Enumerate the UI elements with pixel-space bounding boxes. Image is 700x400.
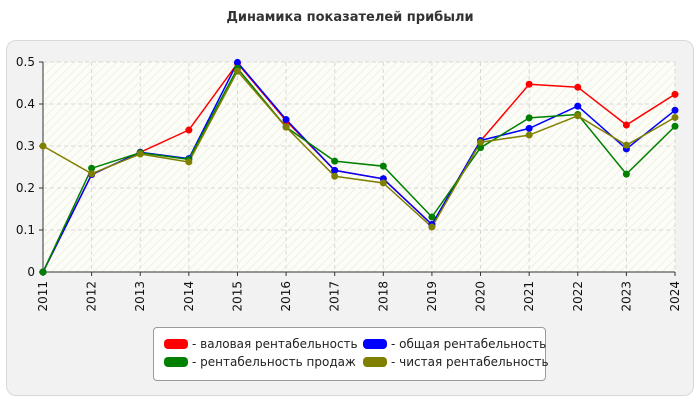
- data-point-3-12: [622, 141, 630, 149]
- data-point-3-8: [428, 223, 436, 231]
- data-point-2-0: [39, 268, 47, 276]
- x-tick-label: 2014: [182, 281, 196, 312]
- chart-legend: - валовая рентабельность - общая рентабе…: [153, 327, 549, 381]
- x-tick-label: 2012: [85, 281, 99, 312]
- data-point-3-10: [525, 131, 533, 139]
- y-tick-label: 0.4: [16, 97, 35, 111]
- data-point-2-1: [88, 164, 96, 172]
- data-point-2-7: [379, 162, 387, 170]
- y-tick-label: 0.5: [16, 55, 35, 69]
- x-tick-label: 2024: [668, 281, 682, 312]
- legend-label: - общая рентабельность: [391, 337, 547, 351]
- data-point-2-9: [477, 144, 485, 152]
- data-point-3-13: [671, 113, 679, 121]
- x-tick-label: 2011: [36, 281, 50, 312]
- legend-item-gross-margin: - валовая рентабельность: [164, 335, 358, 353]
- y-tick-label: 0.2: [16, 181, 35, 195]
- x-tick-label: 2019: [425, 281, 439, 312]
- y-tick-label: 0: [27, 265, 35, 279]
- chart-title: Динамика показателей прибыли: [226, 10, 474, 25]
- data-point-0-10: [525, 80, 533, 88]
- x-tick-label: 2013: [133, 281, 147, 312]
- data-point-3-6: [331, 172, 339, 180]
- data-point-2-12: [622, 170, 630, 178]
- data-point-1-6: [331, 166, 339, 174]
- data-point-3-1: [88, 170, 96, 178]
- x-tick-label: 2015: [230, 281, 244, 312]
- legend-swatch-olive: [363, 357, 387, 367]
- data-point-1-5: [282, 116, 290, 124]
- legend-label: - валовая рентабельность: [192, 337, 358, 351]
- legend-item-total-margin: - общая рентабельность: [363, 335, 546, 353]
- legend-label: - рентабельность продаж: [192, 355, 356, 369]
- legend-label: - чистая рентабельность: [391, 355, 549, 369]
- x-tick-label: 2023: [619, 281, 633, 312]
- series-line-3: [42, 70, 676, 228]
- series-line-2: [42, 67, 676, 273]
- data-point-2-6: [331, 157, 339, 165]
- data-point-3-2: [136, 150, 144, 158]
- x-tick-label: 2020: [474, 281, 488, 312]
- x-tick-label: 2017: [328, 281, 342, 312]
- data-point-1-4: [233, 58, 241, 66]
- data-point-1-11: [574, 102, 582, 110]
- data-point-3-4: [233, 67, 241, 75]
- data-point-0-11: [574, 83, 582, 91]
- data-point-2-10: [525, 114, 533, 122]
- x-tick-label: 2018: [376, 281, 390, 312]
- legend-swatch-red: [164, 339, 188, 349]
- x-tick-label: 2021: [522, 281, 536, 312]
- y-tick-label: 0.3: [16, 139, 35, 153]
- data-point-3-3: [185, 158, 193, 166]
- data-point-2-13: [671, 122, 679, 130]
- data-point-3-11: [574, 112, 582, 120]
- x-tick-label: 2016: [279, 281, 293, 312]
- data-point-1-10: [525, 124, 533, 132]
- data-point-3-5: [282, 123, 290, 131]
- x-tick-label: 2022: [571, 281, 585, 312]
- data-point-0-12: [622, 121, 630, 129]
- plot-area: [43, 62, 675, 272]
- data-point-0-13: [671, 90, 679, 98]
- legend-item-sales-margin: - рентабельность продаж: [164, 353, 356, 371]
- legend-item-net-margin: - чистая рентабельность: [363, 353, 549, 371]
- data-point-3-7: [379, 179, 387, 187]
- legend-swatch-green: [164, 357, 188, 367]
- data-point-1-13: [671, 106, 679, 114]
- data-point-3-0: [39, 142, 47, 150]
- legend-swatch-blue: [363, 339, 387, 349]
- data-point-3-9: [477, 138, 485, 146]
- y-tick-label: 0.1: [16, 223, 35, 237]
- data-point-2-8: [428, 213, 436, 221]
- data-point-0-3: [185, 126, 193, 134]
